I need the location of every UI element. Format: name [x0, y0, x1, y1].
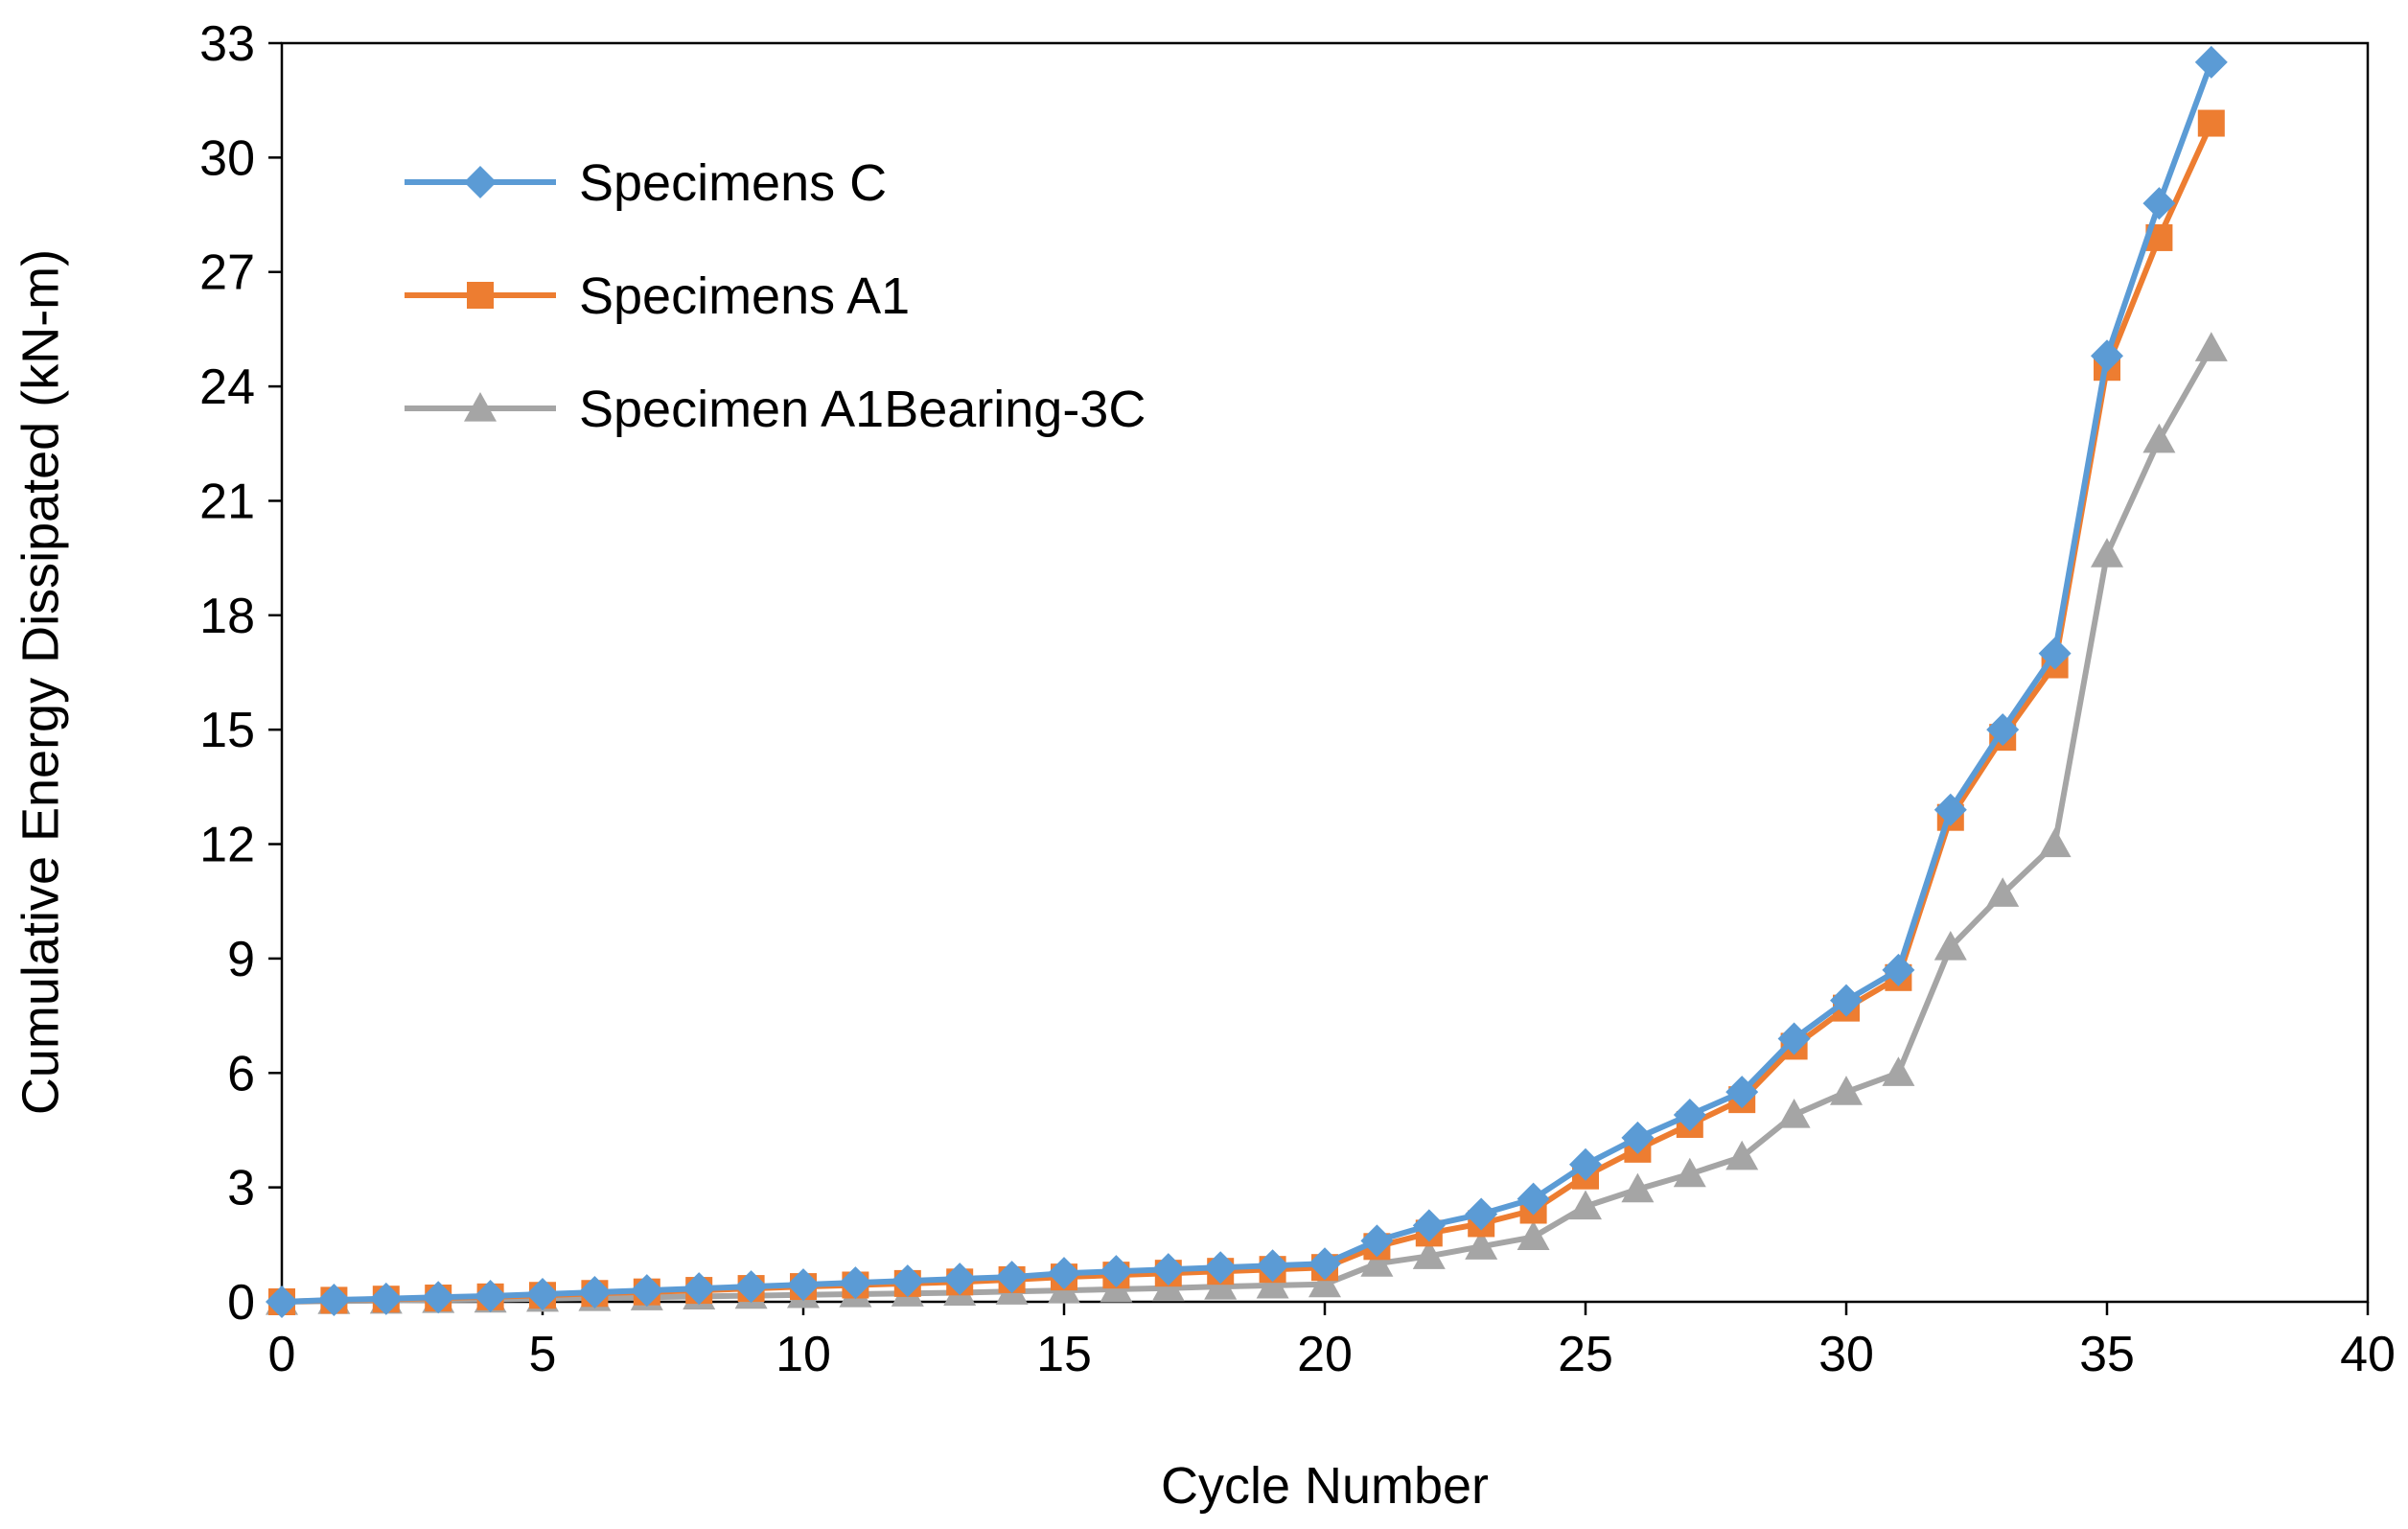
data-point-specimens-c [1256, 1249, 1289, 1283]
data-point-specimens-c [734, 1270, 768, 1304]
data-point-specimens-c [1830, 984, 1863, 1017]
data-point-specimens-c [266, 1286, 298, 1318]
data-point-specimens-c [317, 1284, 351, 1317]
data-point-specimens-c [1673, 1099, 1706, 1132]
data-point-specimens-c [474, 1280, 507, 1313]
x-tick-label: 25 [1558, 1327, 1613, 1382]
data-point-specimens-c [369, 1282, 403, 1315]
data-point-specimen-a1bearing-3c [1830, 1076, 1863, 1105]
data-point-specimens-c [1151, 1253, 1185, 1286]
data-point-specimen-a1bearing-3c [1621, 1172, 1655, 1203]
legend-marker [464, 392, 497, 422]
data-point-specimens-c [1725, 1076, 1759, 1109]
data-point-specimen-a1bearing-3c [1465, 1230, 1498, 1260]
x-tick-label: 30 [1818, 1327, 1874, 1382]
legend-marker [464, 166, 497, 198]
y-tick-label: 15 [199, 703, 255, 758]
data-point-specimen-a1bearing-3c [1204, 1270, 1238, 1300]
data-point-specimens-c [2142, 187, 2176, 220]
data-point-specimens-c [1360, 1224, 1394, 1258]
data-point-specimen-a1bearing-3c [2091, 538, 2123, 568]
data-point-specimens-c [526, 1278, 559, 1311]
data-point-specimen-a1bearing-3c [2038, 827, 2072, 858]
y-axis: 0 3 6 9 12 15 18 21 24 27 30 33 [199, 16, 282, 1331]
data-point-specimens-c [1569, 1147, 1602, 1181]
data-point-specimens-c [1048, 1257, 1080, 1290]
data-point-specimens-c [578, 1276, 612, 1309]
y-tick-label: 18 [199, 589, 255, 644]
y-tick-label: 0 [227, 1275, 255, 1331]
data-point-specimen-a1bearing-3c [1360, 1247, 1394, 1277]
series-specimens-c [266, 45, 2228, 1318]
x-tick-label: 15 [1036, 1327, 1092, 1382]
legend-entry-specimens-c: Specimens C [405, 154, 887, 212]
data-point-specimens-c [995, 1261, 1029, 1294]
data-point-specimen-a1bearing-3c [1517, 1220, 1550, 1250]
data-point-specimens-c [943, 1263, 977, 1296]
data-point-specimen-a1bearing-3c [1986, 877, 2020, 907]
data-point-specimens-c [2194, 45, 2228, 79]
data-point-specimens-c [1412, 1209, 1446, 1242]
data-point-specimens-c [1204, 1251, 1238, 1285]
y-tick-label: 27 [199, 245, 255, 301]
y-tick-label: 33 [199, 16, 255, 72]
y-tick-label: 9 [227, 932, 255, 987]
data-point-specimen-a1bearing-3c [1412, 1239, 1446, 1269]
legend: Specimens C Specimens A1 Specimen A1Bearin… [405, 154, 1146, 438]
data-point-specimens-c [2091, 339, 2123, 373]
data-point-specimens-c [630, 1274, 663, 1308]
data-point-specimens-c [1986, 713, 2020, 747]
data-point-specimens-c [1777, 1022, 1811, 1055]
data-point-specimen-a1bearing-3c [2194, 332, 2228, 361]
y-tick-label: 12 [199, 818, 255, 873]
y-tick-label: 30 [199, 130, 255, 186]
data-point-specimens-a1 [2197, 109, 2225, 137]
y-tick-label: 3 [227, 1161, 255, 1216]
legend-entry-specimen-a1bearing-3c: Specimen A1Bearing-3C [405, 381, 1146, 438]
data-point-specimens-c [1100, 1255, 1133, 1288]
series-layer [266, 45, 2228, 1318]
data-point-specimen-a1bearing-3c [1673, 1157, 1706, 1188]
legend-label: Specimen A1Bearing-3C [579, 381, 1146, 438]
legend-label: Specimens C [579, 154, 887, 212]
data-point-specimen-a1bearing-3c [1569, 1190, 1602, 1220]
x-axis: 0 5 10 15 20 25 30 35 40 [268, 1302, 2396, 1382]
y-tick-label: 24 [199, 359, 255, 415]
data-point-specimens-c [891, 1264, 924, 1298]
legend-entry-specimens-a1: Specimens A1 [405, 267, 910, 325]
y-axis-title: Cumulative Energy Dissipated (kN-m) [12, 249, 69, 1115]
legend-marker [467, 282, 494, 309]
data-point-specimens-c [839, 1266, 872, 1300]
x-axis-title: Cycle Number [1161, 1457, 1489, 1515]
y-tick-label: 21 [199, 474, 255, 529]
data-point-specimen-a1bearing-3c [1777, 1099, 1811, 1128]
data-point-specimens-c [787, 1268, 820, 1302]
x-tick-label: 5 [529, 1327, 557, 1382]
x-tick-label: 40 [2340, 1327, 2396, 1382]
data-point-specimens-c [1308, 1247, 1341, 1281]
legend-label: Specimens A1 [579, 267, 910, 325]
x-tick-label: 10 [776, 1327, 831, 1382]
data-point-specimens-c [1465, 1197, 1498, 1231]
x-tick-label: 0 [268, 1327, 296, 1382]
data-point-specimens-c [2038, 637, 2072, 670]
data-point-specimens-c [1933, 793, 1967, 826]
data-point-specimen-a1bearing-3c [1256, 1268, 1289, 1299]
data-point-specimens-c [422, 1281, 455, 1314]
x-tick-label: 35 [2079, 1327, 2135, 1382]
data-point-specimens-c [683, 1272, 716, 1306]
data-point-specimens-c [1621, 1121, 1655, 1154]
data-point-specimen-a1bearing-3c [1725, 1140, 1759, 1170]
data-point-specimens-c [1517, 1182, 1550, 1216]
y-tick-label: 6 [227, 1046, 255, 1101]
data-point-specimen-a1bearing-3c [2142, 423, 2176, 453]
data-point-specimen-a1bearing-3c [1882, 1056, 1915, 1086]
data-point-specimens-c [1882, 953, 1915, 986]
data-point-specimen-a1bearing-3c [1933, 930, 1967, 961]
x-tick-label: 20 [1297, 1327, 1353, 1382]
data-point-specimen-a1bearing-3c [1308, 1267, 1341, 1298]
